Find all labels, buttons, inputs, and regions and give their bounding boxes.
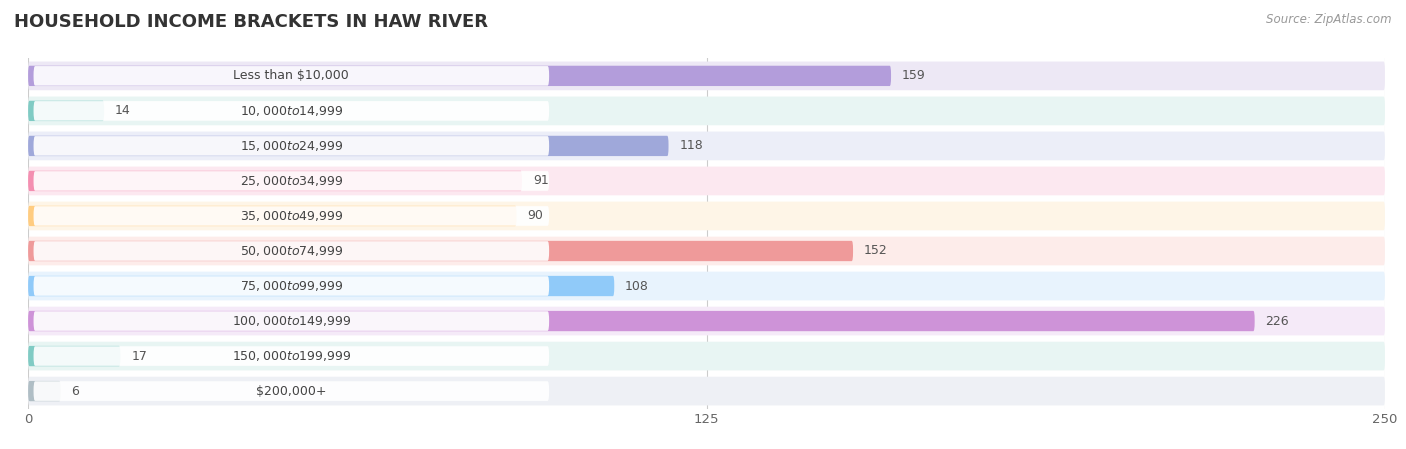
FancyBboxPatch shape	[34, 346, 550, 366]
Text: 90: 90	[527, 210, 543, 222]
FancyBboxPatch shape	[28, 381, 60, 401]
Text: $10,000 to $14,999: $10,000 to $14,999	[239, 104, 343, 118]
FancyBboxPatch shape	[28, 272, 1385, 300]
FancyBboxPatch shape	[34, 206, 550, 226]
Text: $25,000 to $34,999: $25,000 to $34,999	[239, 174, 343, 188]
FancyBboxPatch shape	[28, 276, 614, 296]
FancyBboxPatch shape	[34, 101, 550, 121]
Text: 17: 17	[131, 350, 148, 362]
FancyBboxPatch shape	[28, 237, 1385, 265]
Text: $100,000 to $149,999: $100,000 to $149,999	[232, 314, 352, 328]
FancyBboxPatch shape	[34, 381, 550, 401]
FancyBboxPatch shape	[28, 241, 853, 261]
Text: $15,000 to $24,999: $15,000 to $24,999	[239, 139, 343, 153]
Text: 159: 159	[901, 70, 925, 82]
FancyBboxPatch shape	[28, 97, 1385, 125]
FancyBboxPatch shape	[34, 171, 550, 191]
FancyBboxPatch shape	[34, 241, 550, 261]
Text: $75,000 to $99,999: $75,000 to $99,999	[239, 279, 343, 293]
FancyBboxPatch shape	[28, 311, 1254, 331]
FancyBboxPatch shape	[28, 346, 121, 366]
FancyBboxPatch shape	[28, 62, 1385, 90]
FancyBboxPatch shape	[28, 132, 1385, 160]
Text: $35,000 to $49,999: $35,000 to $49,999	[239, 209, 343, 223]
FancyBboxPatch shape	[34, 311, 550, 331]
Text: Source: ZipAtlas.com: Source: ZipAtlas.com	[1267, 13, 1392, 26]
FancyBboxPatch shape	[34, 136, 550, 156]
Text: 226: 226	[1265, 315, 1289, 327]
Text: HOUSEHOLD INCOME BRACKETS IN HAW RIVER: HOUSEHOLD INCOME BRACKETS IN HAW RIVER	[14, 13, 488, 31]
FancyBboxPatch shape	[28, 377, 1385, 405]
FancyBboxPatch shape	[34, 66, 550, 86]
Text: 118: 118	[679, 140, 703, 152]
FancyBboxPatch shape	[28, 171, 522, 191]
FancyBboxPatch shape	[28, 136, 668, 156]
FancyBboxPatch shape	[28, 66, 891, 86]
FancyBboxPatch shape	[28, 307, 1385, 335]
FancyBboxPatch shape	[34, 276, 550, 296]
Text: 14: 14	[115, 105, 131, 117]
FancyBboxPatch shape	[28, 342, 1385, 370]
Text: 108: 108	[626, 280, 650, 292]
Text: $200,000+: $200,000+	[256, 385, 326, 397]
FancyBboxPatch shape	[28, 206, 516, 226]
Text: $50,000 to $74,999: $50,000 to $74,999	[239, 244, 343, 258]
Text: 152: 152	[863, 245, 887, 257]
Text: Less than $10,000: Less than $10,000	[233, 70, 349, 82]
FancyBboxPatch shape	[28, 167, 1385, 195]
Text: $150,000 to $199,999: $150,000 to $199,999	[232, 349, 352, 363]
Text: 6: 6	[72, 385, 79, 397]
Text: 91: 91	[533, 175, 548, 187]
FancyBboxPatch shape	[28, 202, 1385, 230]
FancyBboxPatch shape	[28, 101, 104, 121]
